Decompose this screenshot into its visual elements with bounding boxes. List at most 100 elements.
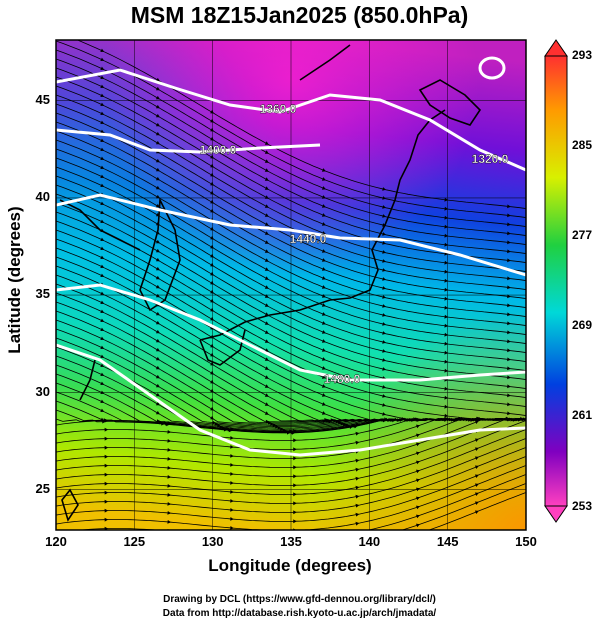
streamline-arrow bbox=[155, 374, 160, 379]
streamline-arrow bbox=[155, 338, 160, 343]
streamline-arrow bbox=[507, 249, 511, 254]
streamline-arrow bbox=[355, 521, 360, 526]
streamline-arrow bbox=[264, 294, 269, 298]
x-tick-label: 150 bbox=[515, 534, 537, 549]
colorbar-tick-label: 261 bbox=[572, 408, 593, 422]
streamline-arrow bbox=[167, 493, 172, 497]
streamline-arrow bbox=[104, 445, 109, 450]
streamline-arrow bbox=[321, 249, 326, 253]
streamline-arrow bbox=[210, 173, 215, 177]
streamline bbox=[56, 465, 526, 530]
x-tick-label: 120 bbox=[45, 534, 67, 549]
contour-label: 1360.0 bbox=[260, 102, 297, 116]
streamline-arrow bbox=[100, 264, 105, 268]
streamline-arrow bbox=[416, 418, 421, 422]
streamline-arrow bbox=[264, 393, 269, 397]
streamline-arrow bbox=[210, 200, 215, 204]
streamline-arrow bbox=[507, 375, 511, 380]
streamline-arrow bbox=[100, 129, 105, 133]
streamline-arrow bbox=[382, 214, 386, 218]
streamline-arrow bbox=[212, 420, 216, 425]
streamline-arrow bbox=[230, 427, 234, 431]
streamline-arrow bbox=[444, 368, 449, 373]
streamline bbox=[428, 492, 526, 530]
streamline-arrow bbox=[210, 164, 215, 168]
contour-label: 1480.0 bbox=[324, 372, 361, 386]
streamline-arrow bbox=[507, 204, 511, 209]
streamline-arrow bbox=[416, 424, 420, 429]
streamline bbox=[401, 483, 526, 530]
streamline-arrow bbox=[507, 357, 511, 362]
streamline-arrow bbox=[264, 186, 269, 190]
streamline-arrow bbox=[293, 510, 297, 515]
streamline-arrow bbox=[444, 296, 449, 301]
streamline-arrow bbox=[210, 407, 215, 411]
streamline-arrow bbox=[444, 215, 449, 220]
streamline-arrow bbox=[474, 510, 479, 514]
streamline-arrow bbox=[382, 394, 386, 398]
streamline-arrow bbox=[321, 177, 326, 181]
streamline-arrow bbox=[507, 312, 511, 317]
colorbar-tick-label: 277 bbox=[572, 228, 593, 242]
chart-title: MSM 18Z15Jan2025 (850.0hPa) bbox=[130, 2, 469, 28]
streamline-arrow bbox=[100, 354, 105, 358]
streamline-arrow bbox=[104, 508, 109, 513]
streamline-arrow bbox=[416, 460, 420, 465]
streamline-arrow bbox=[210, 317, 215, 321]
streamline-arrow bbox=[105, 536, 109, 540]
streamline-arrow bbox=[382, 232, 386, 236]
streamline-arrow bbox=[264, 141, 269, 145]
streamline-arrow bbox=[321, 186, 326, 190]
streamline-arrow bbox=[155, 401, 160, 406]
streamline-arrow bbox=[100, 57, 105, 61]
streamline-arrow bbox=[416, 433, 420, 438]
streamline-arrow bbox=[264, 222, 269, 226]
streamline-arrow bbox=[416, 523, 420, 528]
streamline-arrow bbox=[382, 403, 386, 407]
streamline-arrow bbox=[210, 380, 215, 384]
x-tick-label: 130 bbox=[201, 534, 224, 549]
streamline-arrow bbox=[104, 481, 109, 486]
streamline-arrow bbox=[230, 463, 234, 467]
streamline-arrow bbox=[293, 483, 297, 488]
streamline-arrow bbox=[382, 205, 386, 209]
streamline-arrow bbox=[210, 263, 215, 267]
streamline-arrow bbox=[474, 465, 479, 469]
contour-labels: 1360.0 1320.0 1400.0 1440.0 1480.0 bbox=[199, 102, 508, 386]
streamline-arrow bbox=[321, 348, 326, 352]
streamline-arrow bbox=[100, 165, 105, 169]
streamline-arrow bbox=[100, 372, 105, 376]
streamline-arrow bbox=[155, 248, 160, 253]
streamline-arrow bbox=[474, 420, 479, 424]
streamline-arrow bbox=[210, 290, 215, 294]
streamline-arrow bbox=[210, 326, 215, 330]
streamline-arrow bbox=[167, 547, 171, 551]
streamline-arrow bbox=[210, 362, 215, 366]
streamline-arrow bbox=[167, 430, 172, 434]
streamline-arrow bbox=[507, 348, 511, 353]
streamline-arrow bbox=[210, 110, 215, 114]
streamline-arrow bbox=[444, 314, 449, 319]
streamline-arrow bbox=[155, 158, 160, 163]
streamline-arrow bbox=[104, 436, 109, 441]
streamline-arrow bbox=[264, 321, 269, 325]
streamline-arrow bbox=[264, 366, 269, 370]
streamline-arrow bbox=[444, 242, 449, 247]
streamline-arrow bbox=[293, 501, 297, 506]
streamline-arrow bbox=[507, 240, 511, 245]
streamline-arrow bbox=[230, 499, 234, 503]
x-tick-label: 125 bbox=[123, 534, 146, 549]
streamline-arrow bbox=[155, 239, 160, 244]
streamline-arrow bbox=[264, 411, 269, 415]
streamline-arrow bbox=[155, 320, 160, 325]
streamline-arrow bbox=[100, 300, 105, 304]
streamline-arrow bbox=[230, 490, 234, 494]
streamline-arrow bbox=[167, 421, 172, 425]
contour-label: 1440.0 bbox=[290, 232, 327, 246]
streamline-arrow bbox=[264, 159, 269, 163]
plot-frame bbox=[55, 39, 527, 531]
streamline-arrow bbox=[210, 119, 215, 123]
streamline-arrow bbox=[293, 474, 297, 479]
streamline-arrow bbox=[100, 111, 105, 115]
colorbar bbox=[544, 39, 568, 523]
